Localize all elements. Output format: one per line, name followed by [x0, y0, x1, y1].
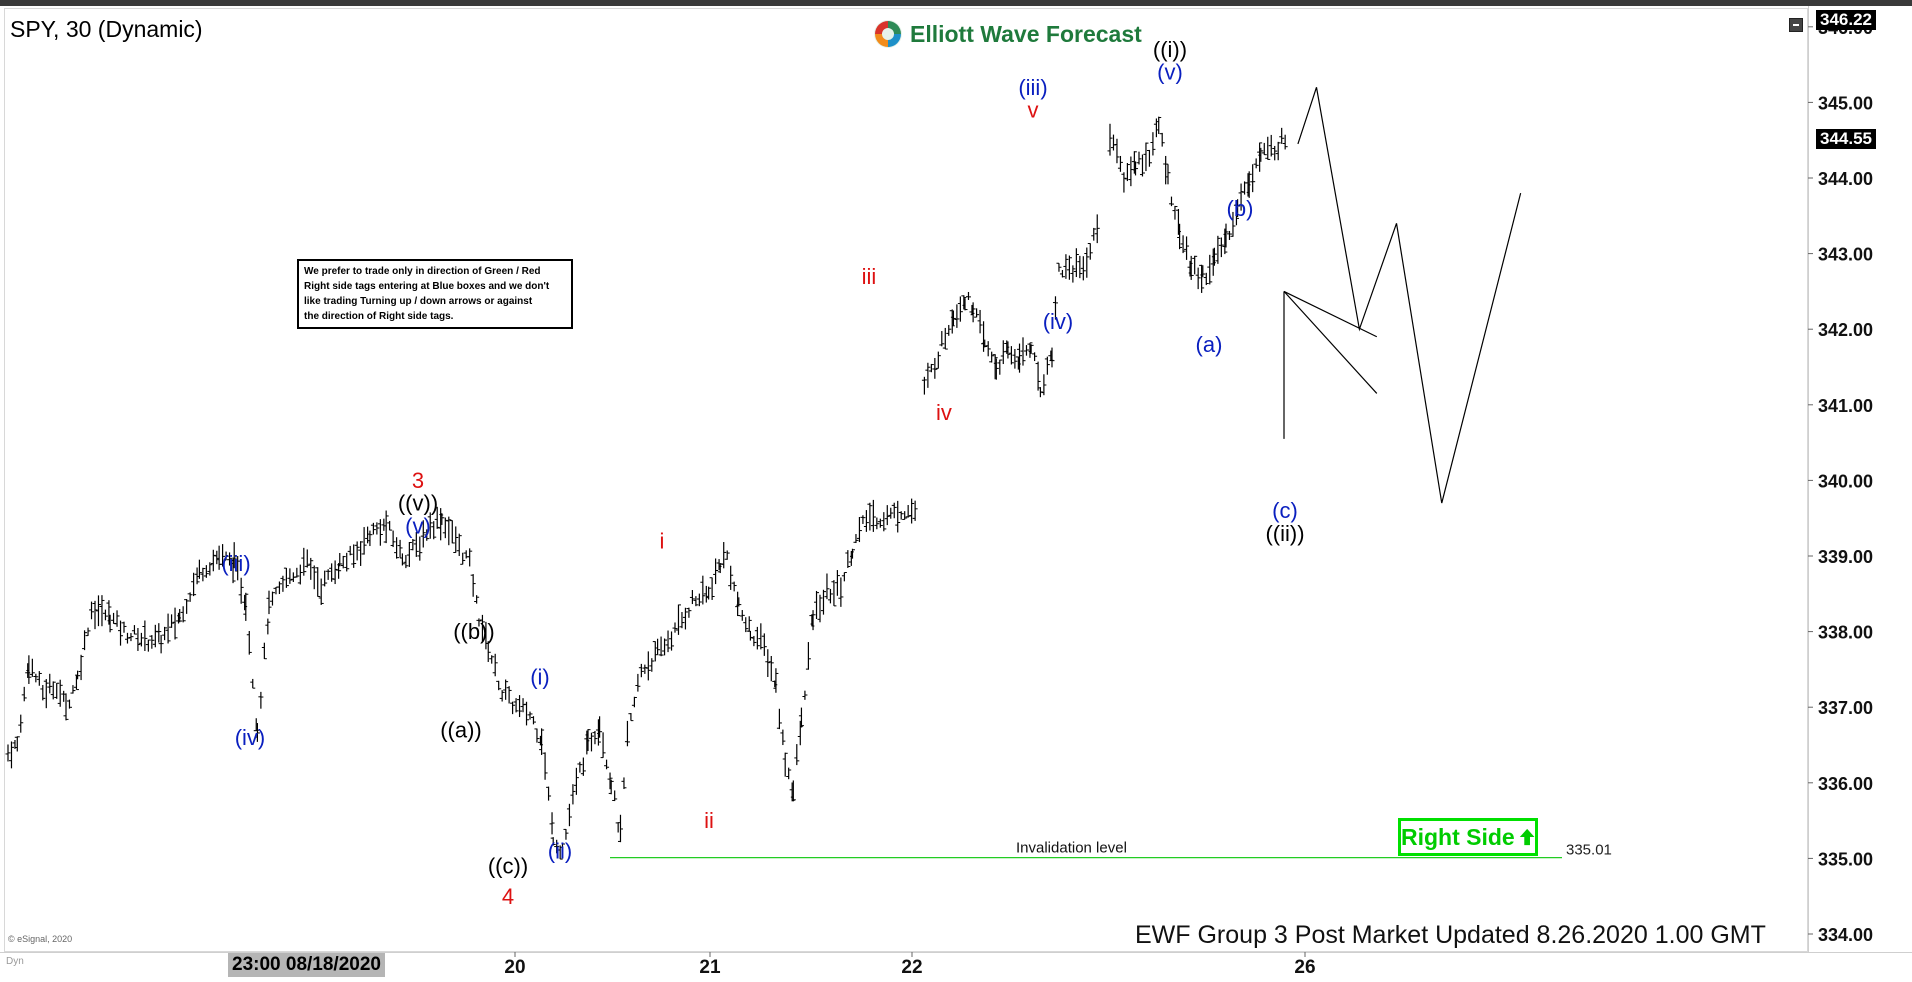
wave-label: ii [704, 808, 714, 833]
note-line: Right side tags entering at Blue boxes a… [304, 281, 550, 292]
right-side-label: Right Side [1401, 823, 1515, 850]
window-top-bar [0, 0, 1912, 6]
logo-swirl-icon [874, 20, 902, 48]
top-price-tag: 346.22 [1816, 10, 1876, 30]
note-line: the direction of Right side tags. [304, 311, 454, 322]
wave-label: iv [936, 400, 952, 425]
right-side-badge: Right Side [1398, 818, 1538, 856]
symbol-title: SPY, 30 (Dynamic) [10, 16, 203, 42]
plot-area[interactable] [4, 8, 1808, 952]
wave-label: (iv) [235, 725, 266, 750]
wave-label: ((c)) [488, 854, 528, 879]
wave-label: (c) [1272, 498, 1298, 523]
wave-label: (iii) [221, 551, 250, 576]
note-line: like trading Turning up / down arrows or… [304, 296, 533, 307]
invalidation-value-label: 335.01 [1566, 842, 1612, 859]
wave-label: ((i)) [1153, 37, 1187, 62]
dynamic-label: Dyn [6, 956, 24, 967]
wave-label: (iii) [1018, 75, 1047, 100]
trading-note-box: We prefer to trade only in direction of … [297, 259, 573, 329]
x-tick-label-highlight: 23:00 08/18/2020 [228, 953, 385, 977]
price-axis[interactable] [1808, 6, 1912, 952]
triangle-lower-line [1283, 290, 1378, 394]
wave-label: 4 [502, 884, 514, 909]
wave-label: ((v)) [398, 491, 438, 516]
wave-label: ((a)) [440, 717, 482, 742]
wave-label: (ii) [548, 838, 572, 863]
wave-label: (v) [405, 513, 431, 538]
last-price-tag: 344.55 [1816, 129, 1876, 149]
collapse-icon[interactable] [1789, 18, 1803, 32]
brand-logo: Elliott Wave Forecast [872, 16, 1142, 52]
arrow-up-icon [1519, 828, 1535, 846]
wave-label: iii [862, 264, 877, 289]
wave-label: (v) [1157, 60, 1183, 85]
wave-label: (a) [1196, 332, 1223, 357]
wave-label: (b) [1227, 196, 1254, 221]
logo-text: Elliott Wave Forecast [910, 20, 1142, 47]
copyright-note: © eSignal, 2020 [8, 934, 73, 944]
wave-label: 3 [412, 468, 424, 493]
wave-label: ((b)) [453, 619, 495, 644]
wave-label: ((ii)) [1265, 521, 1304, 546]
triangle-upper-line [1283, 290, 1378, 338]
wave-label: (i) [530, 665, 550, 690]
update-footer: EWF Group 3 Post Market Updated 8.26.202… [1135, 921, 1766, 949]
invalidation-label: Invalidation level [1016, 840, 1127, 857]
wave-label: (iv) [1043, 309, 1074, 334]
wave-label: i [660, 528, 665, 553]
note-line: We prefer to trade only in direction of … [304, 266, 541, 277]
projection-path [1297, 87, 1522, 504]
wave-label: v [1028, 98, 1039, 123]
